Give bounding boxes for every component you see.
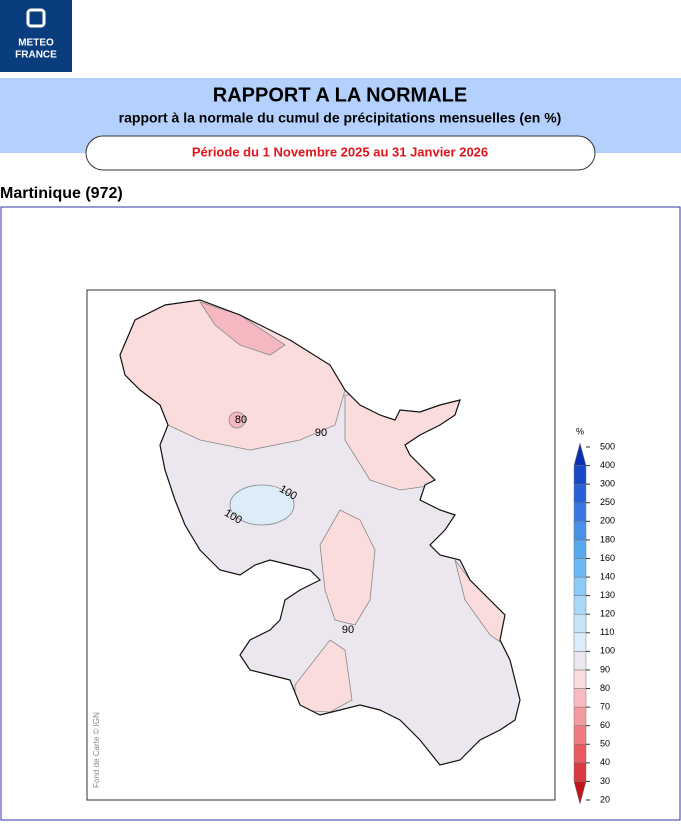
colorbar-cell: [573, 762, 587, 782]
colorbar-cell: [573, 706, 587, 726]
contour-label: 90: [315, 427, 327, 439]
subtitle: rapport à la normale du cumul de précipi…: [119, 110, 562, 126]
colorbar-label: 200: [600, 516, 615, 526]
period: Période du 1 Novembre 2025 au 31 Janvier…: [192, 144, 488, 159]
title: RAPPORT A LA NORMALE: [213, 84, 467, 106]
colorbar-label: 50: [600, 739, 610, 749]
logo-text: METEO: [18, 38, 54, 49]
colorbar-cell: [573, 465, 587, 485]
colorbar-label: 20: [600, 794, 610, 804]
zone: [319, 509, 376, 626]
colorbar-label: 140: [600, 571, 615, 581]
colorbar-cell: [573, 725, 587, 745]
colorbar-cell: [573, 613, 587, 634]
zone: [229, 484, 295, 526]
colorbar-label: 120: [600, 609, 615, 619]
colorbar-cell: [573, 744, 587, 764]
credit: Fond de Carte © IGN: [92, 712, 101, 788]
colorbar-label: 500: [600, 441, 615, 451]
colorbar-cell: [573, 539, 587, 559]
colorbar-label: 60: [600, 720, 610, 730]
colorbar-label: 80: [600, 683, 610, 693]
colorbar-label: 70: [600, 701, 610, 711]
logo-icon: [26, 8, 46, 28]
colorbar-cell: [573, 576, 587, 596]
colorbar-cell: [573, 688, 587, 708]
colorbar-cell: [573, 483, 587, 503]
colorbar-label: 90: [600, 664, 610, 674]
contour-label: 90: [342, 624, 354, 636]
colorbar-cell: [573, 651, 587, 671]
colorbar-label: 160: [600, 553, 615, 563]
colorbar-cell: [573, 442, 587, 466]
colorbar-label: 30: [600, 776, 610, 786]
contour-label: 80: [235, 414, 247, 426]
colorbar-label: 130: [600, 590, 615, 600]
period-box: [85, 135, 596, 171]
colorbar-label: 40: [600, 757, 610, 767]
colorbar-label: 250: [600, 497, 615, 507]
region-title: Martinique (972): [0, 185, 123, 202]
colorbar-label: 100: [600, 646, 615, 656]
colorbar-cell: [573, 595, 587, 615]
colorbar-label: 300: [600, 479, 615, 489]
colorbar-label: 180: [600, 534, 615, 544]
colorbar-label: 110: [600, 627, 614, 637]
logo: [0, 0, 72, 72]
colorbar-cell: [573, 521, 587, 541]
colorbar-cell: [573, 669, 587, 689]
colorbar-label: 400: [600, 460, 615, 470]
colorbar-cell: [573, 632, 587, 652]
zone: [228, 411, 246, 429]
logo-text: FRANCE: [15, 50, 57, 61]
colorbar-unit: %: [576, 426, 584, 436]
colorbar-cell: [573, 502, 587, 522]
colorbar-cell: [573, 558, 587, 578]
